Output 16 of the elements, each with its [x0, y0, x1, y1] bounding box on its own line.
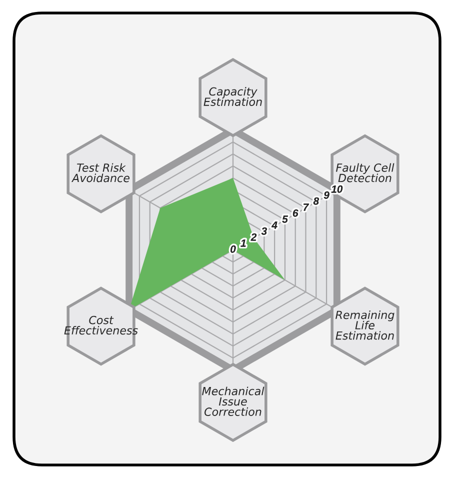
- y-tick-label: 8: [313, 197, 320, 205]
- spoke-label: Mechanical Issue Correction: [202, 386, 264, 416]
- y-tick-label: 9: [324, 191, 330, 199]
- spoke-label: Cost Effectiveness: [64, 316, 138, 335]
- y-tick-label: 1: [240, 240, 246, 247]
- spoke-label: Capacity Estimation: [204, 87, 262, 106]
- spoke-label: Test Risk Avoidance: [71, 163, 130, 182]
- y-tick-label: 10: [331, 185, 343, 193]
- y-tick-label: 7: [304, 204, 310, 211]
- y-tick-label: 6: [292, 209, 298, 217]
- y-tick-label: 5: [282, 216, 288, 223]
- y-tick-label: 3: [261, 227, 267, 235]
- spoke-label: Faulty Cell Detection: [336, 163, 394, 182]
- y-tick-label: 0: [230, 245, 236, 253]
- y-tick-label: 4: [272, 222, 278, 229]
- spoke-label: Remaining Life Estimation: [336, 310, 394, 340]
